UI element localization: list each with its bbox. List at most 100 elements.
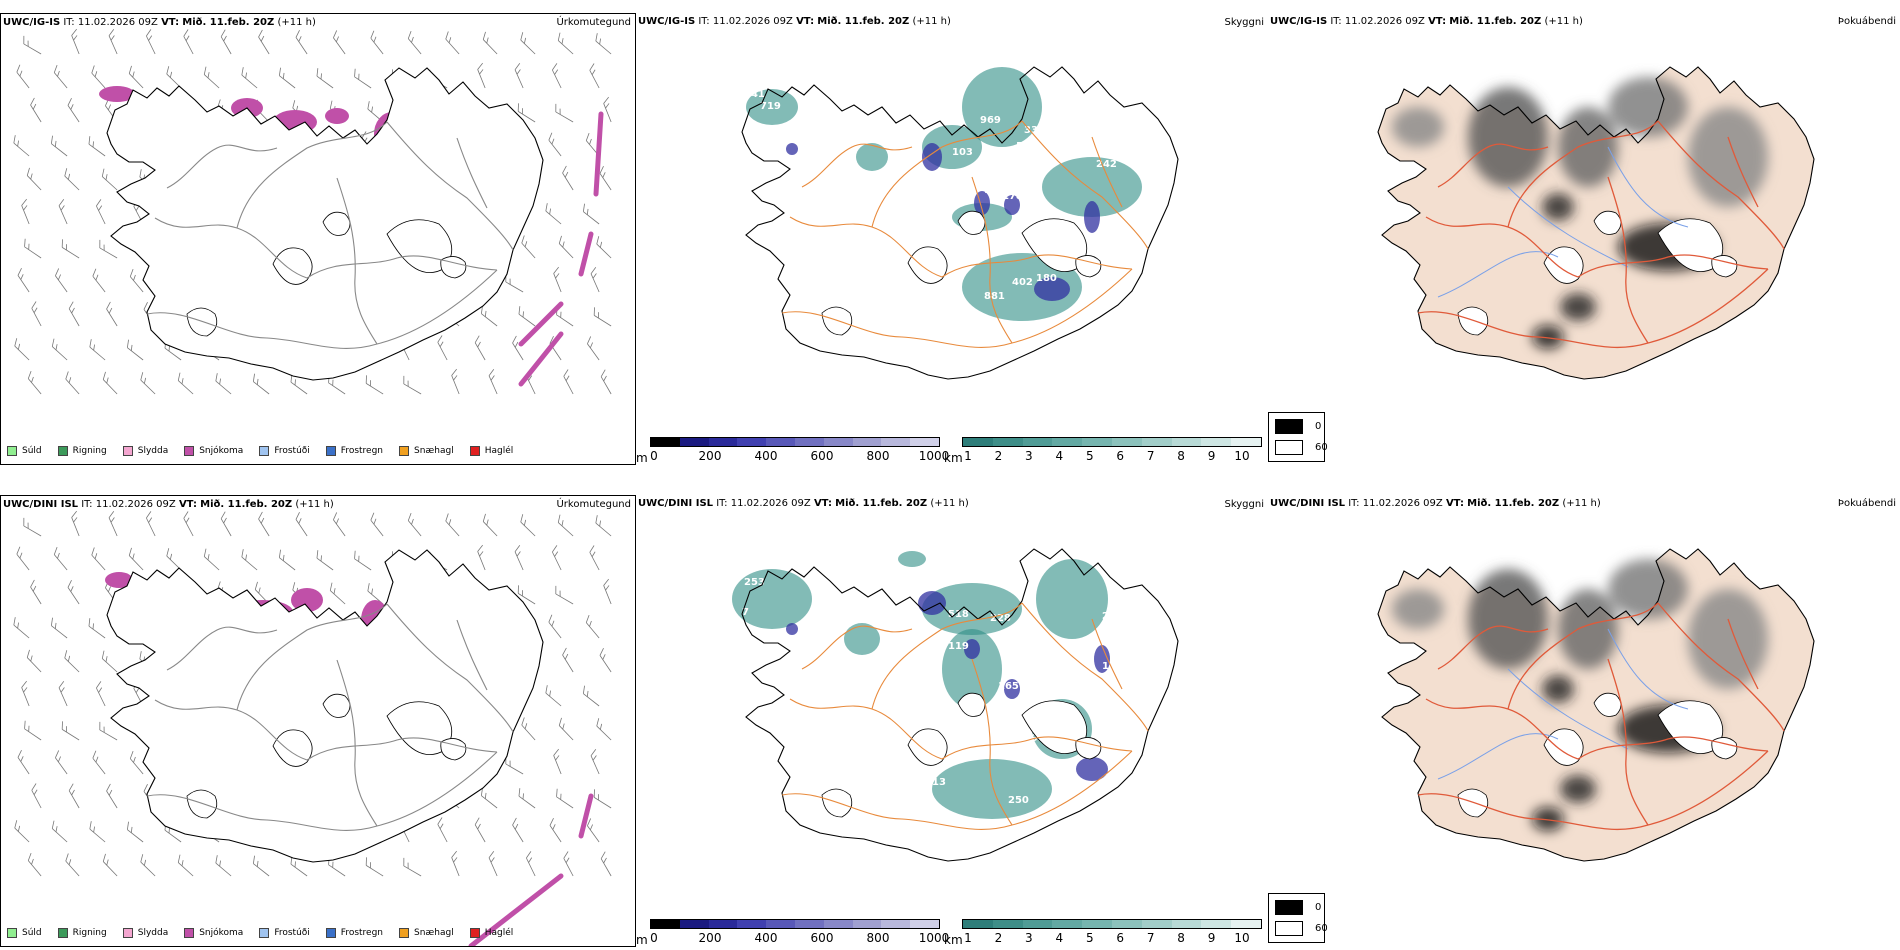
- colorbar-tick: 10: [1234, 931, 1250, 945]
- legend-label: Snjókoma: [199, 928, 244, 938]
- colorbar-tick: 8: [1177, 931, 1185, 945]
- wind-barb: [99, 721, 118, 741]
- colorbar-segment: [651, 438, 680, 446]
- low-visibility-area: [962, 67, 1042, 147]
- wind-barb: [514, 62, 524, 89]
- fog-patch: [1558, 107, 1618, 187]
- wind-barb: [599, 165, 612, 191]
- legend-item-1: Rigning: [57, 928, 107, 938]
- colorbar-segment: [708, 438, 738, 446]
- wind-barb: [23, 35, 42, 55]
- river-line: [1607, 628, 1689, 710]
- low-visibility-area: [922, 583, 1022, 635]
- legend-swatch: [259, 928, 270, 938]
- ceiling-value-label: 881: [984, 291, 1005, 302]
- wind-barb: [96, 199, 106, 225]
- wind-barb: [548, 614, 562, 639]
- precip-type-map: [13, 28, 612, 395]
- ceiling-value-label: 242: [1096, 159, 1117, 170]
- wind-barb: [146, 29, 156, 55]
- ceiling-value-label: 266: [972, 245, 993, 256]
- ceiling-value-label: 7: [742, 607, 749, 618]
- wind-barb: [258, 29, 270, 55]
- low-ceiling-area: [922, 143, 942, 171]
- wind-barb: [365, 857, 384, 877]
- ceiling-value-label: 250: [1008, 795, 1029, 806]
- colorbar-segment: [1231, 438, 1261, 446]
- wind-barb: [552, 63, 562, 89]
- wind-barb: [593, 789, 612, 809]
- wind-barb: [215, 855, 232, 877]
- wind-barb: [140, 372, 156, 395]
- wind-barb: [482, 31, 498, 55]
- legend-item-1: Rigning: [57, 446, 107, 456]
- wind-barb: [589, 545, 600, 571]
- wind-barb: [514, 544, 524, 571]
- wind-barb: [27, 852, 42, 877]
- colorbar-segment: [1171, 920, 1202, 928]
- wind-barb: [68, 301, 80, 327]
- glacier-outline: [1021, 700, 1088, 754]
- road-line: [146, 269, 498, 349]
- wind-barb: [278, 549, 296, 571]
- colorbar-segment: [1171, 438, 1202, 446]
- wind-barb: [92, 268, 106, 293]
- colorbar-segment: [1082, 438, 1112, 446]
- wind-barb: [58, 198, 68, 225]
- fog-patch: [1558, 589, 1618, 669]
- wind-barb: [558, 235, 574, 259]
- fog-patch: [1608, 559, 1688, 619]
- colorbar-segment: [1201, 438, 1232, 446]
- precip-type-map: [13, 510, 612, 946]
- wind-barb: [241, 549, 258, 571]
- road-line: [971, 658, 1013, 826]
- legend-swatch: [1275, 900, 1303, 915]
- wind-barb: [600, 369, 612, 395]
- wind-barb: [563, 369, 574, 395]
- fog-patch: [1542, 675, 1574, 703]
- wind-barb: [101, 168, 118, 191]
- panel-type-label: Úrkomutegund: [556, 17, 631, 28]
- panel-title: UWC/IG-IS IT: 11.02.2026 09Z VT: Mið. 11…: [3, 17, 316, 28]
- snow-streak: [593, 111, 604, 197]
- coastline: [1377, 66, 1815, 380]
- wind-barb: [64, 168, 80, 191]
- fog-patch: [1560, 775, 1596, 803]
- wind-barb: [558, 717, 574, 741]
- wind-barb: [126, 339, 144, 361]
- wind-barb: [106, 301, 118, 327]
- wind-barb: [445, 513, 460, 537]
- wind-barb: [61, 721, 80, 741]
- colorbar-tick: 5: [1085, 449, 1094, 463]
- wind-barb: [14, 820, 30, 843]
- wind-barb: [55, 268, 68, 293]
- wind-barb: [595, 515, 612, 537]
- legend-swatch: [325, 446, 336, 456]
- wind-barb: [215, 373, 232, 395]
- colorbar-tick: 400: [754, 931, 778, 945]
- low-ceiling-area: [786, 143, 798, 155]
- wind-barb: [521, 235, 536, 259]
- legend-swatch: [259, 446, 270, 456]
- wind-barb: [92, 750, 106, 775]
- wind-barb: [108, 510, 118, 537]
- ceiling-value-label: 103: [952, 147, 973, 158]
- fog-patch: [1688, 589, 1768, 689]
- road-line: [801, 625, 913, 670]
- precip-type-legend: Súld Rigning Slydda Snjókoma Frostúði Frostre…: [7, 446, 529, 456]
- colorbar-segment: [679, 438, 709, 446]
- colorbar-segment: [852, 920, 882, 928]
- colorbar-tick: 1: [964, 449, 972, 463]
- wind-barb: [51, 338, 68, 361]
- legend-label: Slydda: [137, 928, 169, 938]
- glacier-outline: [1075, 255, 1102, 278]
- colorbar-tick: 600: [810, 931, 834, 945]
- wind-barb: [587, 336, 600, 361]
- low-visibility-area: [1036, 559, 1108, 639]
- wind-barb: [108, 28, 118, 55]
- road-line: [166, 626, 278, 671]
- wind-barb: [128, 547, 144, 571]
- ceiling-value-label: 144: [1000, 725, 1021, 736]
- colorbar-tick: 1000: [918, 449, 950, 463]
- glacier-outline: [1657, 700, 1724, 754]
